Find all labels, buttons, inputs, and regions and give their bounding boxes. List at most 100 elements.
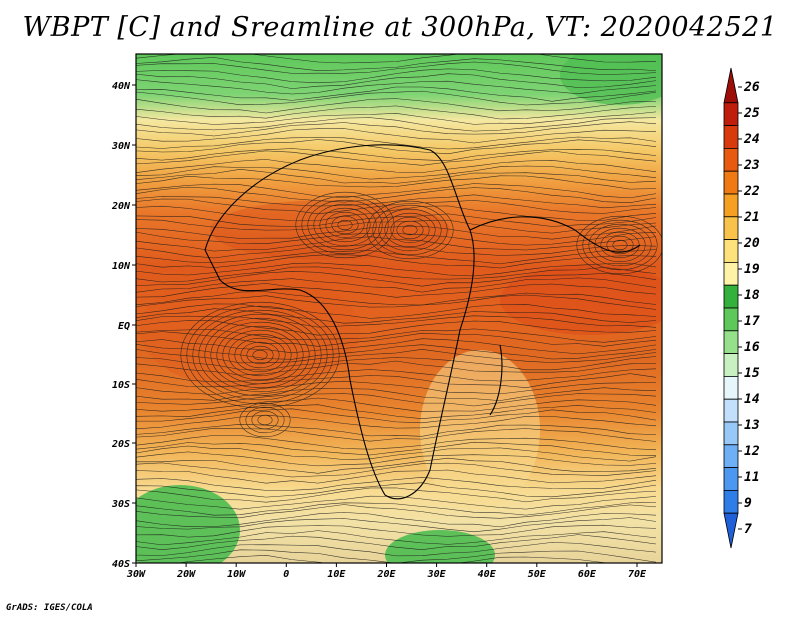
streamline [136,150,657,166]
streamline [136,136,657,150]
lon-label: 0 [283,569,289,580]
colorbar-segment [723,307,739,332]
streamline [136,219,657,234]
streamline [136,435,657,451]
green-patch [385,530,495,563]
lon-label: 60E [578,569,597,580]
streamline [136,504,657,519]
lon-label: 70E [628,569,647,580]
streamline [136,98,657,114]
colorbar-segment [723,102,739,127]
lat-label: 10N [112,261,131,272]
streamline [136,165,657,180]
streamline [136,393,657,407]
colorbar-segment [723,489,739,514]
streamline [136,262,657,277]
coastlines [204,144,641,500]
colorbar-label: 24 [743,132,760,147]
streamline [136,205,657,222]
streamline [136,139,657,155]
streamline [136,169,657,184]
streamline [136,294,657,310]
colorbar-segment [723,216,739,241]
streamline [136,57,657,71]
streamline [136,128,657,144]
streamline [136,331,657,347]
vortex-streamline [576,215,662,275]
streamline [136,549,657,563]
streamline [136,356,657,371]
streamline [136,308,657,324]
vortex-streamline [325,211,365,239]
streamline [136,482,657,498]
streamline [136,73,657,89]
streamline [136,111,657,125]
streamline [136,68,657,84]
colorbar-label: 12 [744,444,760,459]
lon-label: 30E [427,569,447,580]
vortex-streamline [331,215,359,235]
streamline [136,469,657,484]
africa-coastline [204,144,475,500]
streamline [136,277,657,293]
streamline [136,303,657,319]
streamline [136,244,657,259]
warm-patch [210,200,450,260]
streamline [136,487,657,503]
streamline [136,186,657,203]
vortex-streamline [198,313,322,397]
vortex-streamline [582,219,658,271]
streamline [136,542,657,557]
streamline [136,380,657,395]
streamline [136,534,657,550]
streamline [136,271,657,287]
streamline [136,445,657,462]
streamline [136,175,657,190]
lon-label: 10E [327,569,346,580]
streamline [136,315,657,328]
vortex-streamline [239,402,291,438]
vortex-streamline [216,325,304,385]
colorbar-label: 11 [744,470,760,485]
streamline [136,404,657,419]
streamline [136,231,657,246]
colorbar-segment [723,170,739,195]
cool-patch [420,350,540,510]
streamline [136,368,657,383]
vortex-streamline [234,337,286,373]
vortex-streamline [301,195,389,255]
streamline [136,54,657,64]
streamline [136,387,657,401]
streamline [136,477,657,491]
vortex-streamline [378,208,442,252]
vortex-streamline [588,223,652,267]
green-patch [136,485,240,563]
colorbar-label: 15 [744,366,760,381]
colorbar-label: 14 [744,392,760,407]
lon-label: 30W [126,569,146,580]
colorbar-segment [723,239,739,263]
streamline [136,105,657,120]
colorbar-top-arrow [723,67,739,104]
colorbar-segment [723,444,739,468]
streamline [136,502,657,516]
streamline [136,373,657,388]
green-patch [560,54,662,105]
streamline [136,320,657,336]
streamline [136,148,657,162]
streamline [136,427,657,442]
streamline [136,349,657,364]
streamline [136,291,657,306]
streamline [136,225,657,240]
vortex-streamline [204,317,316,393]
lat-label: 40S [112,559,130,570]
streamline [136,462,657,478]
streamline [136,254,657,269]
streamline [136,360,657,376]
streamline [136,159,657,173]
lon-label: 20E [376,569,396,580]
colorbar-segment [723,421,739,446]
streamline [136,183,657,199]
colorbar-label: 21 [743,210,760,225]
